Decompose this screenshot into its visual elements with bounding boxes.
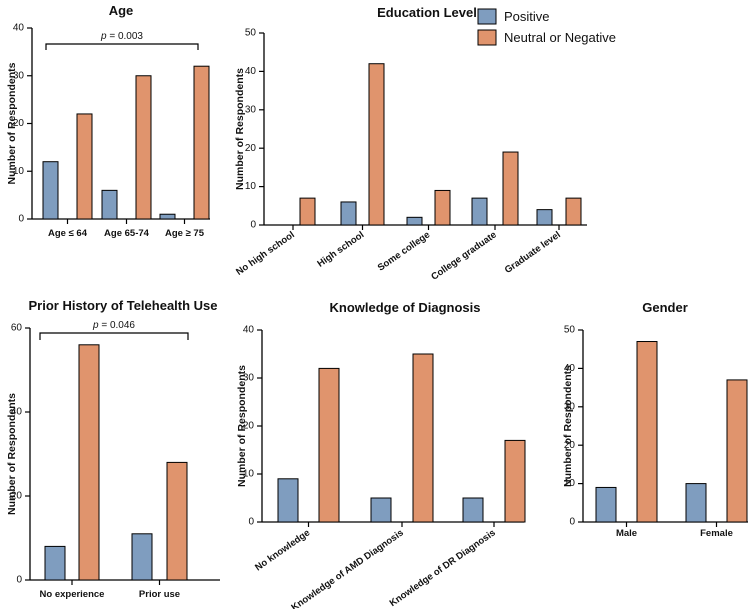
chart-knowledge-of-diagnosis: Knowledge of Diagnosis Number of Responde… bbox=[236, 300, 526, 609]
y-tick-label: 0 bbox=[16, 575, 22, 586]
y-tick-label: 40 bbox=[564, 363, 576, 374]
y-tick-label: 30 bbox=[564, 401, 576, 412]
bar-age-65-74-neutral-or-negative bbox=[135, 75, 152, 220]
bar-age-65-74-positive bbox=[101, 189, 118, 220]
y-tick-label: 30 bbox=[13, 70, 25, 81]
x-tick-label-no-experience: No experience bbox=[40, 589, 105, 600]
y-tick-label: 10 bbox=[13, 166, 25, 177]
y-tick-label: 20 bbox=[243, 421, 255, 432]
y-tick-label: 60 bbox=[11, 323, 23, 334]
x-tick-label-female: Female bbox=[700, 528, 733, 539]
x-tick-label-male: Male bbox=[616, 528, 637, 539]
bar-age-ge-75-positive bbox=[159, 213, 176, 220]
p-value-annotation: p = 0.003 bbox=[100, 31, 143, 42]
x-tick-label-knowledge-of-dr-diagnosis: Knowledge of DR Diagnosis bbox=[388, 527, 498, 609]
y-tick-label: 30 bbox=[243, 373, 255, 384]
bar-age-ge-75-neutral-or-negative bbox=[193, 65, 210, 220]
y-tick-label: 20 bbox=[564, 440, 576, 451]
bar-prior-use-neutral-or-negative bbox=[166, 461, 188, 581]
legend: Positive Neutral or Negative bbox=[477, 8, 616, 46]
bar-no-experience-neutral-or-negative bbox=[78, 344, 100, 581]
legend-swatch-positive bbox=[477, 8, 497, 25]
y-tick-label: 40 bbox=[243, 325, 255, 336]
bar-no-knowledge-positive bbox=[277, 478, 299, 523]
bar-high-school-positive bbox=[340, 201, 357, 226]
chart-telehealth-use: Prior History of Telehealth Use Number of… bbox=[6, 298, 220, 600]
y-tick-label: 0 bbox=[248, 517, 254, 528]
bar-graduate-level-positive bbox=[536, 209, 553, 226]
y-tick-label: 0 bbox=[569, 517, 575, 528]
bar-no-experience-positive bbox=[44, 545, 66, 581]
significance-bracket bbox=[39, 332, 189, 340]
bar-prior-use-positive bbox=[131, 533, 153, 581]
y-axis-label: Number of Respondents bbox=[234, 68, 246, 190]
x-tick-label-no-high-school: No high school bbox=[234, 229, 297, 277]
y-tick-label: 20 bbox=[13, 118, 25, 129]
bar-graduate-level-neutral-or-negative bbox=[565, 197, 582, 226]
chart-education-level: Education Level Number of Respondents 0 10 2… bbox=[234, 5, 587, 283]
bar-knowledge-of-dr-diagnosis-positive bbox=[462, 497, 484, 523]
y-tick-label: 40 bbox=[11, 407, 23, 418]
y-axis-label: Number of Respondents bbox=[562, 365, 574, 487]
chart-title: Education Level bbox=[377, 5, 477, 20]
chart-title: Gender bbox=[642, 300, 688, 315]
bar-knowledge-of-amd-diagnosis-positive bbox=[370, 497, 392, 523]
y-tick-label: 0 bbox=[250, 220, 256, 231]
y-tick-label: 50 bbox=[564, 325, 576, 336]
chart-title: Prior History of Telehealth Use bbox=[28, 298, 217, 313]
y-tick-label: 50 bbox=[245, 28, 257, 39]
bar-knowledge-of-amd-diagnosis-neutral-or-negative bbox=[412, 353, 434, 523]
legend-swatch-neutral-negative bbox=[477, 29, 497, 46]
y-tick-label: 40 bbox=[13, 23, 25, 34]
bar-some-college-neutral-or-negative bbox=[434, 189, 451, 226]
y-axis-label: Number of Respondents bbox=[6, 393, 18, 515]
chart-title: Age bbox=[109, 3, 134, 18]
legend-label-neutral-negative: Neutral or Negative bbox=[504, 30, 616, 45]
bar-knowledge-of-dr-diagnosis-neutral-or-negative bbox=[504, 439, 526, 523]
y-tick-label: 0 bbox=[18, 214, 24, 225]
y-tick-label: 30 bbox=[245, 104, 257, 115]
x-tick-label-graduate-level: Graduate level bbox=[503, 229, 563, 276]
chart-title: Knowledge of Diagnosis bbox=[330, 300, 481, 315]
bar-no-knowledge-neutral-or-negative bbox=[318, 367, 340, 523]
bar-high-school-neutral-or-negative bbox=[368, 63, 385, 226]
bar-male-neutral-or-negative bbox=[636, 341, 658, 523]
chart-age: Age Number of Respondents 0 10 20 30 40 Age ≤ 6… bbox=[6, 3, 210, 239]
x-tick-label-age-65-74: Age 65-74 bbox=[104, 228, 150, 239]
x-tick-label-prior-use: Prior use bbox=[139, 589, 180, 600]
bar-age-le-64-neutral-or-negative bbox=[76, 113, 93, 220]
y-tick-label: 20 bbox=[245, 143, 257, 154]
p-value-annotation: p = 0.046 bbox=[92, 320, 135, 331]
bar-college-graduate-positive bbox=[471, 197, 488, 226]
chart-gender: Gender Number of Respondents 0 10 20 30 40 50 Ma… bbox=[562, 300, 748, 539]
y-tick-label: 10 bbox=[243, 469, 255, 480]
y-axis-label: Number of Respondents bbox=[6, 62, 18, 184]
bar-some-college-positive bbox=[406, 216, 423, 226]
x-tick-label-age-le-64: Age ≤ 64 bbox=[48, 228, 88, 239]
bar-college-graduate-neutral-or-negative bbox=[502, 151, 519, 226]
bar-no-high-school-neutral-or-negative bbox=[299, 197, 316, 226]
y-axis-label: Number of Respondents bbox=[236, 365, 248, 487]
x-tick-label-high-school: High school bbox=[315, 229, 366, 269]
y-tick-label: 10 bbox=[564, 478, 576, 489]
y-tick-label: 10 bbox=[245, 181, 257, 192]
x-tick-label-no-knowledge: No knowledge bbox=[253, 527, 312, 573]
bar-female-positive bbox=[685, 483, 707, 523]
bar-female-neutral-or-negative bbox=[726, 379, 748, 523]
x-tick-label-age-ge-75: Age ≥ 75 bbox=[165, 228, 205, 239]
significance-bracket bbox=[45, 43, 199, 50]
x-tick-label-some-college: Some college bbox=[376, 229, 432, 273]
y-tick-label: 20 bbox=[11, 491, 23, 502]
x-tick-label-college-graduate: College graduate bbox=[429, 229, 498, 282]
legend-label-positive: Positive bbox=[504, 9, 550, 24]
y-tick-label: 40 bbox=[245, 66, 257, 77]
bar-male-positive bbox=[595, 486, 617, 523]
bar-age-le-64-positive bbox=[42, 161, 59, 220]
